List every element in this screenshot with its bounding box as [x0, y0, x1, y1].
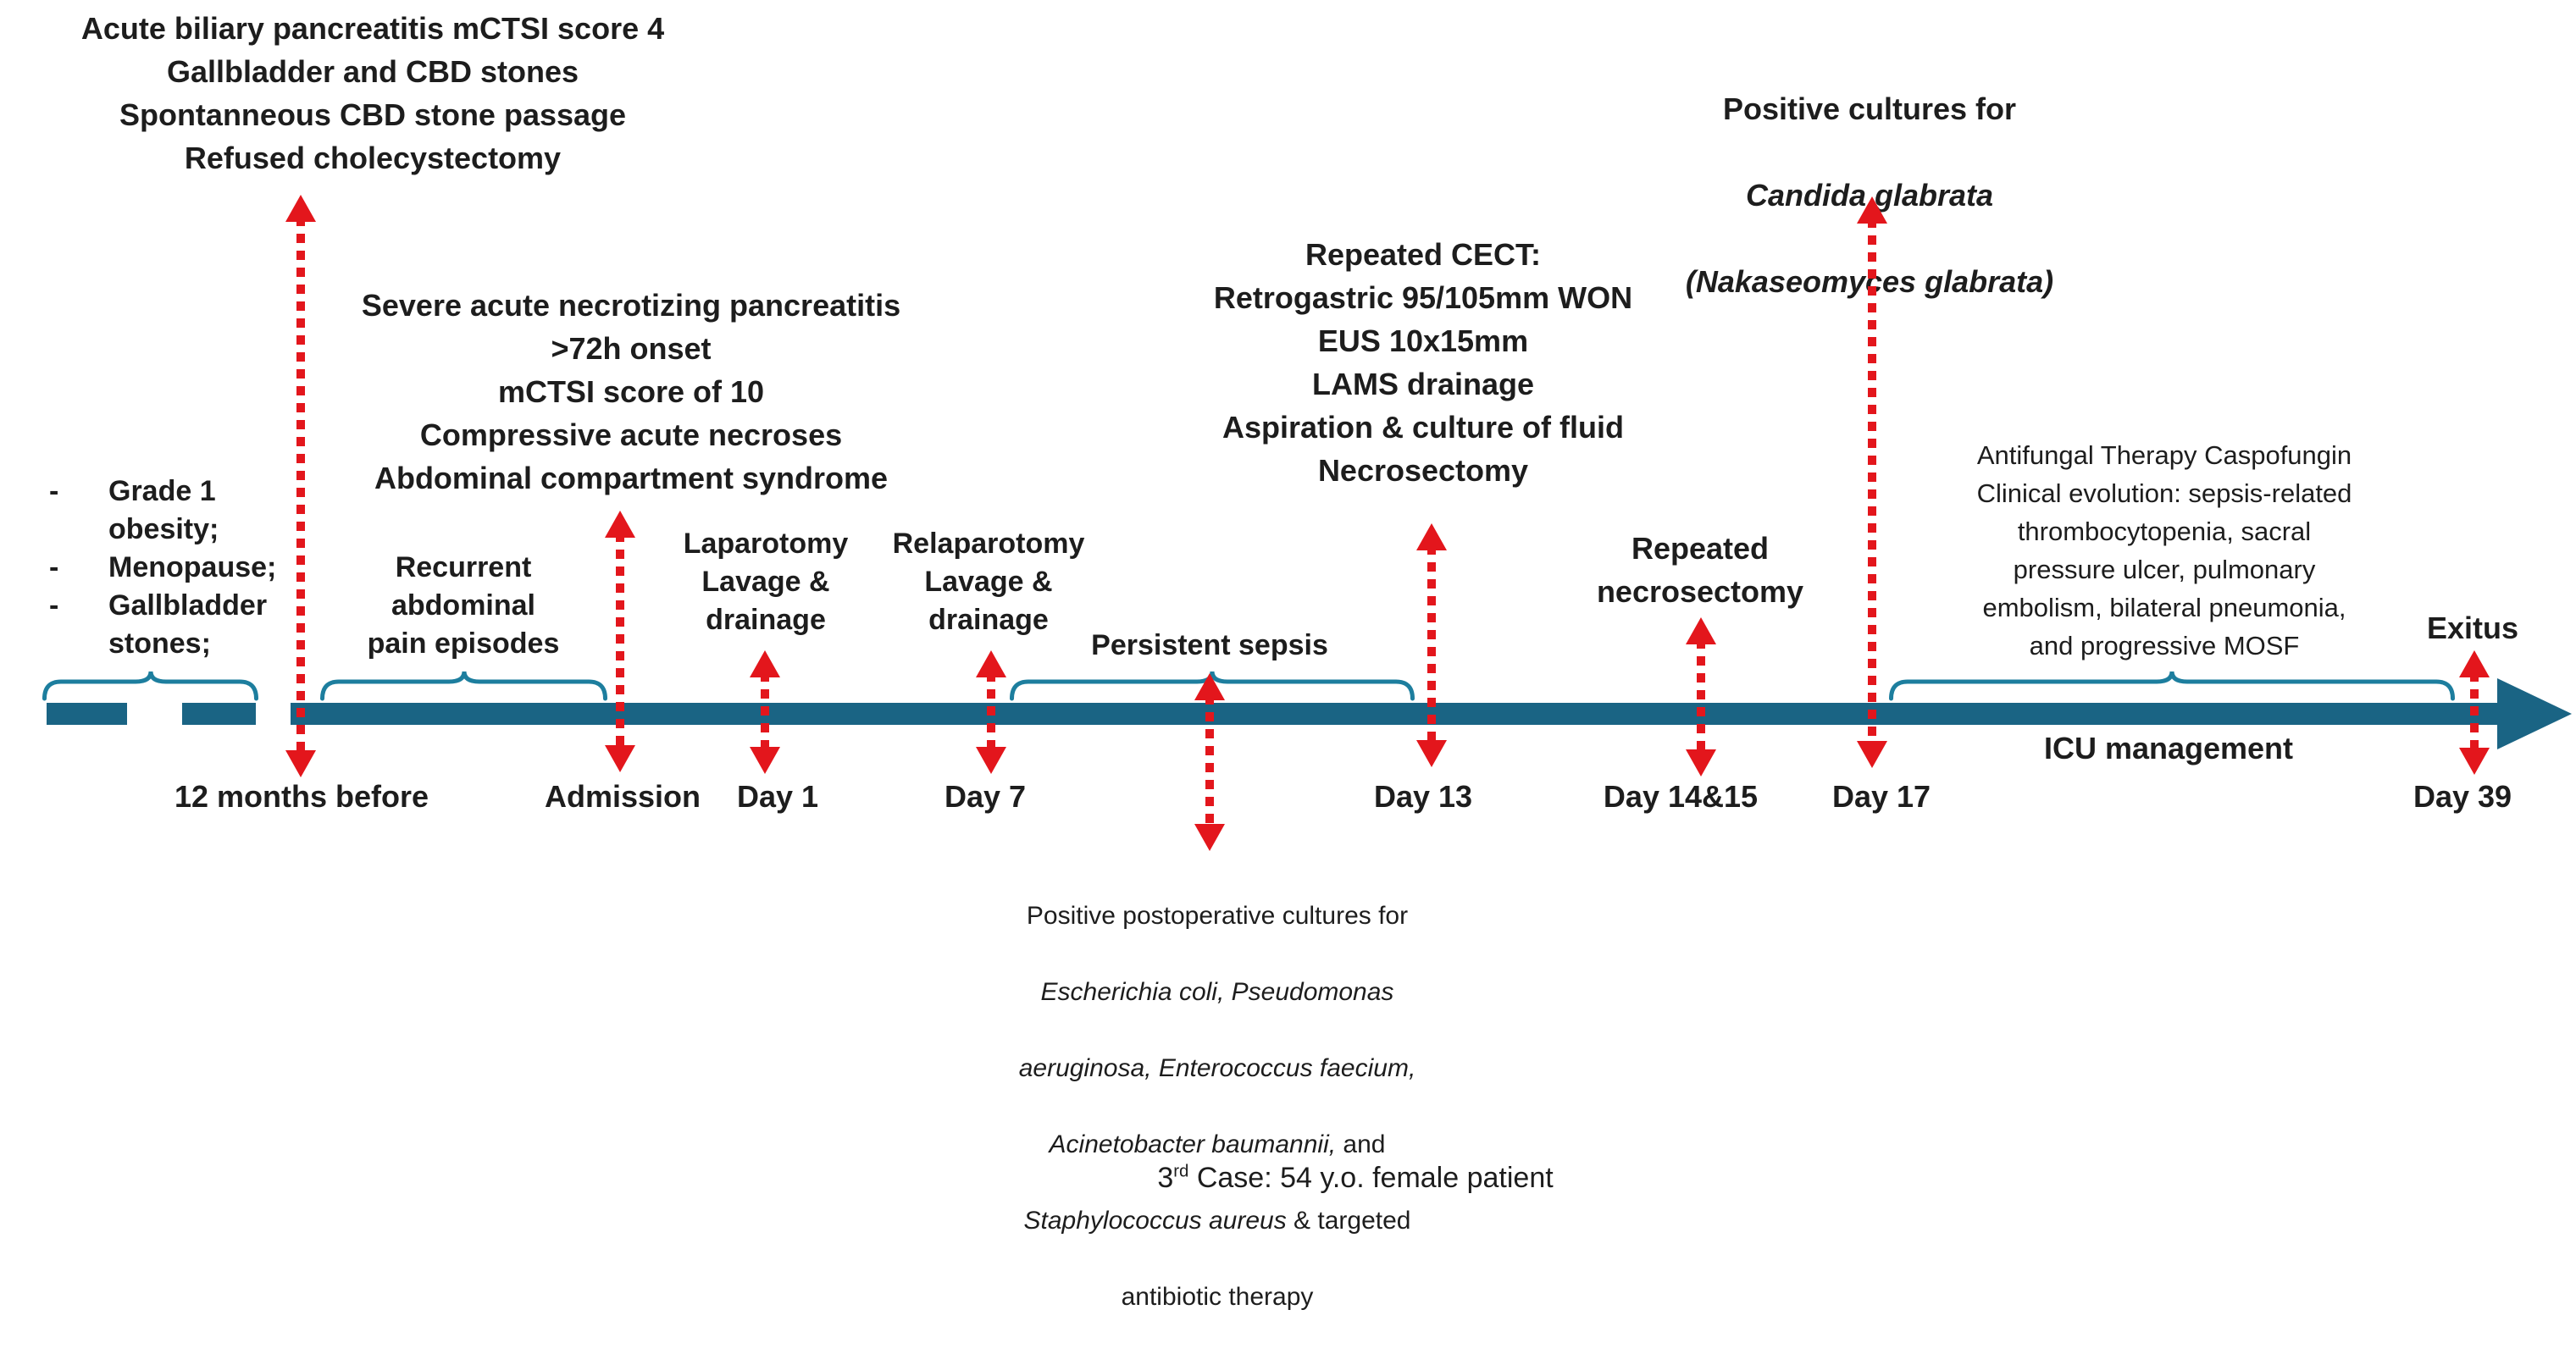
arrow-day-7 — [976, 650, 1006, 774]
arrow-day-39 — [2459, 650, 2490, 775]
comorbidities-list: - Grade 1 obesity; - Menopause; - Gallbl… — [49, 473, 291, 663]
micro-line-1: Positive postoperative cultures for — [1026, 902, 1409, 930]
bullet-dash: - — [49, 551, 59, 583]
arrow-down-icon — [285, 750, 316, 777]
candida-line-1: Positive cultures for — [1722, 91, 2017, 126]
arrow-postoperative-cultures — [1194, 673, 1225, 851]
micro-line-5: Staphylococcus aureus & targeted — [1023, 1207, 1411, 1235]
timeline-label-day-14-15: Day 14&15 — [1603, 779, 1759, 814]
arrow-day-13 — [1416, 523, 1447, 767]
figure-caption: 3rd Case: 54 y.o. female patient — [1157, 1162, 1553, 1195]
timeline-bar — [291, 703, 2503, 725]
timeline-dash-segment-2 — [182, 703, 256, 725]
annotation-laparotomy: Laparotomy Lavage & drainage — [683, 528, 849, 636]
annotation-candida-cultures: Positive cultures for Candida glabrata (… — [1686, 44, 2053, 346]
brace-persistent-sepsis — [1010, 670, 1415, 702]
annotation-admission-findings: Severe acute necrotizing pancreatitis >7… — [361, 288, 901, 495]
arrow-admission — [605, 511, 635, 772]
candida-line-3: (Nakaseomyces glabrata) — [1685, 264, 2054, 299]
caption-text: Case: 54 y.o. female patient — [1188, 1162, 1554, 1194]
brace-icu-management — [1889, 670, 2455, 702]
micro-line-2: Escherichia coli, Pseudomonas — [1040, 978, 1394, 1006]
caption-number: 3 — [1157, 1162, 1174, 1194]
arrow-down-icon — [1857, 741, 1887, 768]
annotation-postoperative-cultures: Positive postoperative cultures for Esch… — [1019, 859, 1416, 1354]
candida-line-2: Candida glabrata — [1745, 178, 1994, 213]
timeline-label-day-13: Day 13 — [1373, 779, 1473, 814]
annotation-initial-episode: Acute biliary pancreatitis mCTSI score 4… — [80, 11, 665, 175]
annotation-icu-management: ICU management — [2043, 731, 2294, 765]
list-item: - Menopause; — [49, 549, 291, 587]
timeline-label-day-39: Day 39 — [2413, 779, 2512, 814]
bullet-dash: - — [49, 589, 59, 622]
micro-line-4: Acinetobacter baumannii, and — [1049, 1130, 1386, 1158]
arrow-day-1 — [750, 650, 780, 774]
annotation-relaparotomy: Relaparotomy Lavage & drainage — [892, 528, 1085, 636]
timeline-label-day-1: Day 1 — [736, 779, 819, 814]
arrow-day-17 — [1857, 196, 1887, 768]
annotation-persistent-sepsis: Persistent sepsis — [1091, 629, 1328, 661]
arrow-day-14-15 — [1686, 617, 1716, 776]
list-item-text: Gallbladder stones; — [108, 589, 268, 660]
annotation-recurrent-pain: Recurrent abdominal pain episodes — [367, 551, 560, 660]
timeline-label-day-7: Day 7 — [944, 779, 1027, 814]
arrow-down-icon — [1686, 749, 1716, 776]
brace-comorbidities — [42, 670, 258, 702]
annotation-repeated-cect: Repeated CECT: Retrogastric 95/105mm WON… — [1213, 237, 1633, 488]
arrow-down-icon — [2459, 748, 2490, 775]
micro-line-6: antibiotic therapy — [1121, 1283, 1314, 1311]
arrow-down-icon — [605, 745, 635, 772]
annotation-exitus: Exitus — [2426, 611, 2519, 645]
timeline-label-admission: Admission — [544, 779, 701, 814]
timeline-arrowhead-icon — [2497, 678, 2572, 749]
bullet-dash: - — [49, 475, 59, 507]
arrow-down-icon — [750, 747, 780, 774]
arrow-12-months-before — [285, 195, 316, 777]
timeline-dash-segment-1 — [47, 703, 127, 725]
micro-line-3: aeruginosa, Enterococcus faecium, — [1018, 1054, 1416, 1082]
timeline-label-12-months-before: 12 months before — [174, 779, 429, 814]
list-item-text: Grade 1 obesity; — [108, 475, 219, 545]
arrow-down-icon — [976, 747, 1006, 774]
annotation-repeated-necrosectomy: Repeated necrosectomy — [1596, 531, 1804, 609]
arrow-down-icon — [1194, 824, 1225, 851]
annotation-antifungal-evolution: Antifungal Therapy Caspofungin Clinical … — [1976, 440, 2352, 660]
list-item: - Grade 1 obesity; — [49, 473, 291, 549]
list-item-text: Menopause; — [108, 551, 277, 583]
timeline-label-day-17: Day 17 — [1831, 779, 1931, 814]
list-item: - Gallbladder stones; — [49, 587, 291, 663]
brace-pain-episodes — [320, 670, 607, 702]
caption-ordinal: rd — [1173, 1162, 1189, 1181]
arrow-down-icon — [1416, 740, 1447, 767]
